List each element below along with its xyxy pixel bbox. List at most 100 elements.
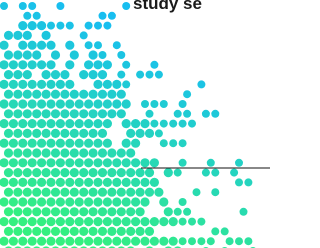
decor-dot	[103, 217, 112, 226]
decor-dot	[75, 197, 84, 206]
decor-dot	[32, 148, 41, 157]
decor-dot	[117, 109, 126, 118]
decor-dot	[79, 207, 88, 216]
decor-dot	[136, 207, 145, 216]
decor-dot	[93, 139, 102, 148]
decor-dot	[79, 129, 88, 138]
decor-dot	[56, 22, 64, 30]
decor-dot	[164, 207, 173, 216]
decor-dot	[98, 109, 107, 118]
decor-dot	[117, 148, 126, 157]
decor-dot	[131, 237, 140, 246]
decor-dot	[23, 129, 32, 138]
decor-dot	[131, 197, 140, 206]
decor-dot	[117, 51, 125, 59]
decor-dot	[84, 197, 93, 206]
decor-dot	[131, 139, 140, 148]
decor-dot	[131, 158, 140, 167]
decor-dot	[56, 158, 65, 167]
dot-pattern	[0, 0, 270, 248]
decor-dot	[70, 90, 79, 99]
decor-dot	[46, 60, 55, 69]
decor-dot	[42, 148, 51, 157]
decor-dot	[32, 129, 41, 138]
decor-dot	[51, 207, 60, 216]
decor-dot	[47, 22, 55, 30]
decor-dot	[112, 237, 121, 246]
decor-dot	[65, 41, 74, 50]
decor-dot	[70, 227, 79, 236]
decor-dot	[140, 197, 149, 206]
decor-dot	[169, 237, 178, 246]
page-title: study se	[133, 0, 202, 14]
decor-dot	[112, 80, 121, 89]
decor-dot	[122, 119, 131, 128]
decor-dot	[103, 119, 112, 128]
decor-dot	[51, 188, 60, 197]
decor-dot	[103, 60, 112, 69]
decor-dot	[136, 168, 145, 177]
decor-dot	[221, 227, 229, 235]
decor-dot	[122, 80, 130, 88]
decor-dot	[85, 41, 93, 49]
decor-dot	[179, 218, 187, 226]
decor-dot	[93, 119, 102, 128]
decor-dot	[56, 197, 65, 206]
decor-dot	[179, 198, 187, 206]
decor-dot	[197, 218, 205, 226]
decor-dot	[126, 168, 135, 177]
decor-dot	[46, 237, 55, 246]
decor-dot	[159, 217, 168, 226]
decor-dot	[70, 50, 79, 59]
decor-dot	[98, 207, 107, 216]
decor-dot	[136, 227, 145, 236]
decor-dot	[103, 158, 112, 167]
decor-dot	[46, 217, 55, 226]
decor-dot	[4, 148, 13, 157]
decor-dot	[131, 178, 140, 187]
decor-dot	[197, 237, 205, 245]
decor-dot	[244, 178, 252, 186]
decor-dot	[65, 158, 74, 167]
decor-dot	[9, 197, 18, 206]
decor-dot	[37, 99, 46, 108]
decor-dot	[32, 50, 41, 59]
decor-dot	[89, 188, 98, 197]
decor-dot	[28, 2, 36, 10]
decor-dot	[122, 237, 131, 246]
decor-dot	[9, 158, 18, 167]
decor-dot	[207, 237, 215, 245]
decor-dot	[160, 100, 168, 108]
decor-dot	[0, 2, 8, 10]
decor-dot	[4, 109, 13, 118]
decor-dot	[244, 237, 252, 245]
decor-dot	[140, 217, 149, 226]
decor-dot	[46, 99, 55, 108]
decor-dot	[103, 237, 112, 246]
decor-dot	[70, 109, 79, 118]
decor-dot	[0, 80, 9, 89]
decor-dot	[235, 178, 243, 186]
decor-dot	[174, 208, 182, 216]
decor-dot	[122, 217, 131, 226]
decor-dot	[23, 12, 31, 20]
decor-dot	[103, 80, 112, 89]
decor-dot	[235, 237, 243, 245]
decor-dot	[42, 227, 51, 236]
decor-dot	[32, 109, 41, 118]
decor-dot	[42, 129, 51, 138]
decor-dot	[193, 188, 201, 196]
decor-dot	[9, 217, 18, 226]
decor-dot	[107, 90, 116, 99]
decor-dot	[93, 99, 102, 108]
decor-dot	[140, 178, 149, 187]
decor-dot	[46, 80, 55, 89]
decor-dot	[89, 70, 98, 79]
decor-dot	[169, 217, 178, 226]
decor-dot	[51, 168, 60, 177]
decor-dot	[0, 60, 9, 69]
decor-dot	[117, 90, 126, 99]
decor-dot	[117, 168, 126, 177]
decor-dot	[117, 227, 126, 236]
decor-dot	[32, 188, 41, 197]
